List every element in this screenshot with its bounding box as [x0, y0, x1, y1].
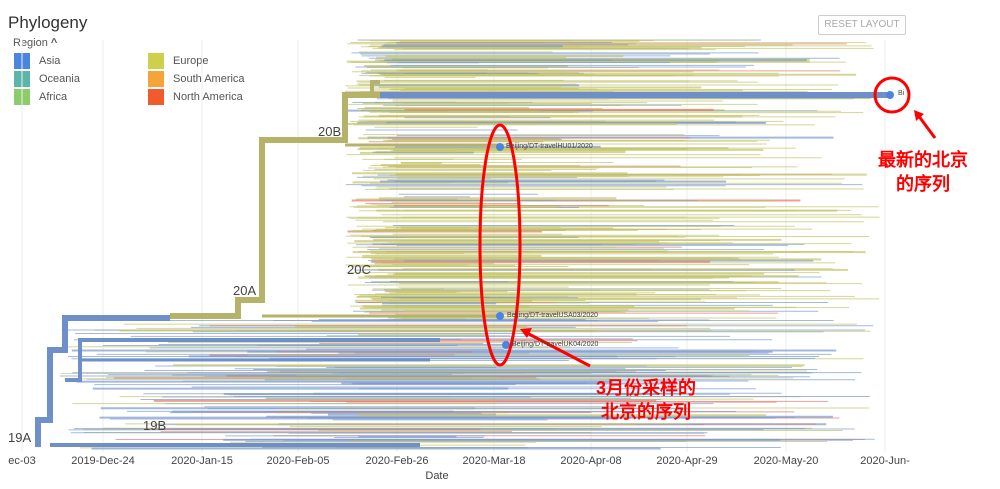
annotation-arrow	[526, 331, 591, 368]
legend-label: Europe	[173, 55, 209, 67]
clade-label-20c: 20C	[347, 262, 371, 277]
x-tick-label: 2020-Feb-26	[365, 455, 429, 467]
highlight-ellipse	[478, 123, 522, 367]
annotation-arrow	[916, 114, 937, 139]
reset-layout-button[interactable]: RESET LAYOUT	[818, 15, 906, 35]
x-tick-label: 2019-Dec-24	[71, 455, 135, 467]
annotation-text: 3月份采样的	[596, 378, 697, 398]
x-tick-label: ec-03	[8, 455, 36, 467]
backbone-branch	[35, 315, 170, 447]
tip-label[interactable]: Beijing/DT-travelHU01/2020	[506, 143, 593, 150]
tip-node	[496, 143, 504, 151]
x-tick-label: 2020-Apr-08	[560, 455, 622, 467]
x-tick-label: 2020-Feb-05	[266, 455, 330, 467]
tip-node	[886, 91, 894, 99]
swatch	[148, 53, 164, 69]
legend-item-north-america[interactable]: North America	[148, 89, 243, 105]
legend-label: Africa	[39, 91, 68, 103]
arrow-head	[914, 110, 924, 121]
annotation-text: 北京的序列	[601, 402, 691, 422]
annotation-march-beijing: 3月份采样的 北京的序列	[596, 376, 696, 424]
swatch	[148, 89, 164, 105]
tip-label[interactable]: Bi	[898, 90, 905, 97]
chevron-up-icon: ^	[50, 37, 58, 49]
legend-label: Asia	[39, 55, 61, 67]
tip-label[interactable]: Beijing/DT-travelUSA03/2020	[507, 312, 599, 319]
x-tick-label: 2020-Jun-	[860, 455, 910, 467]
tip-node	[496, 312, 504, 320]
backbone-branch	[170, 92, 380, 319]
x-tick-label: 2020-Jan-15	[171, 455, 233, 467]
panel-title: Phylogeny	[8, 13, 88, 32]
legend-item-africa[interactable]: Africa	[14, 89, 67, 105]
annotation-text: 最新的北京	[878, 150, 968, 170]
highlight-circle	[873, 76, 911, 114]
tip-label[interactable]: Beijing/DT-travelUK04/2020	[512, 341, 599, 348]
annotation-text: 的序列	[896, 174, 950, 194]
arrow-head	[520, 328, 532, 338]
tip-node	[502, 341, 510, 349]
x-axis-label: Date	[425, 470, 449, 482]
legend-item-south-america[interactable]: South America	[148, 71, 245, 87]
x-tick-label: 2020-Apr-29	[656, 455, 718, 467]
legend-label: Oceania	[39, 73, 80, 85]
x-tick-label: 2020-May-20	[753, 455, 819, 467]
clade-label-19a: 19A	[8, 430, 32, 445]
clade-label-19b: 19B	[143, 418, 167, 433]
clade-label-20a: 20A	[233, 283, 257, 298]
backbone-branch	[370, 80, 380, 95]
legend-item-europe[interactable]: Europe	[148, 53, 208, 69]
clade-label-20b: 20B	[318, 124, 342, 139]
x-tick-label: 2020-Mar-18	[462, 455, 526, 467]
legend-label: North America	[173, 91, 243, 103]
annotation-latest-beijing: 最新的北京 的序列	[878, 148, 968, 196]
legend-label: South America	[173, 73, 245, 85]
swatch	[148, 71, 164, 87]
